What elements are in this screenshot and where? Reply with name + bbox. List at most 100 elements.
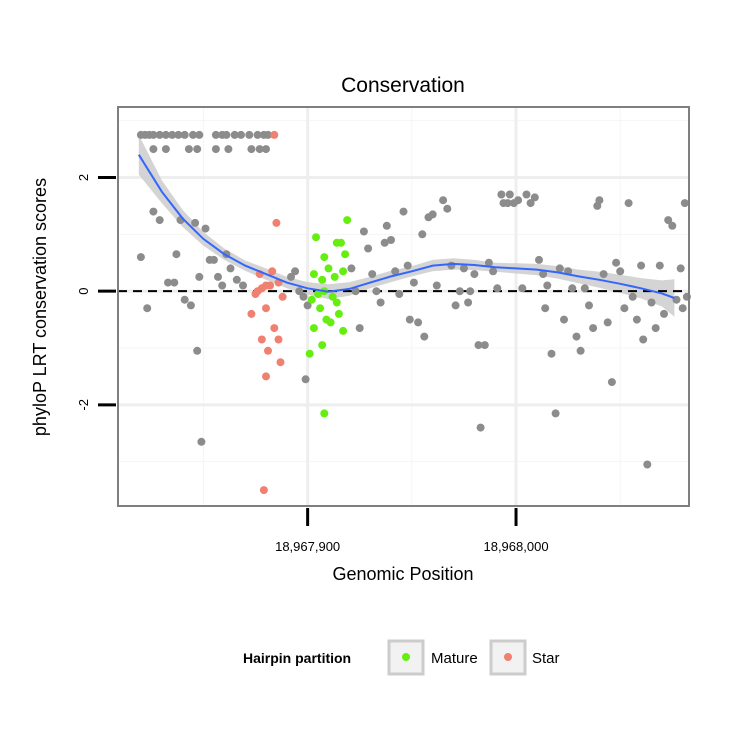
legend-label-mature: Mature xyxy=(431,650,478,667)
mature-point xyxy=(334,309,343,318)
other-point xyxy=(503,199,512,208)
other-point xyxy=(387,236,395,244)
other-point xyxy=(539,270,548,279)
other-point xyxy=(668,221,677,230)
other-point xyxy=(403,261,412,270)
other-point xyxy=(211,145,220,154)
other-point xyxy=(660,309,668,318)
star-point xyxy=(272,218,281,227)
other-point xyxy=(299,292,308,301)
other-point xyxy=(607,378,616,387)
mature-point xyxy=(318,275,327,284)
other-point xyxy=(439,196,448,205)
other-point xyxy=(218,281,227,290)
other-point xyxy=(195,272,204,281)
legend-label-star: Star xyxy=(532,650,560,667)
other-point xyxy=(174,130,183,139)
other-point xyxy=(214,272,222,281)
mature-point xyxy=(309,270,318,279)
other-point xyxy=(518,284,527,293)
mature-point xyxy=(307,295,316,304)
other-point xyxy=(489,267,498,276)
mature-point xyxy=(339,326,348,335)
y-tick-label: 0 xyxy=(76,288,91,295)
other-point xyxy=(155,130,164,139)
other-point xyxy=(180,295,189,304)
mature-point xyxy=(305,349,314,358)
other-point xyxy=(628,292,637,301)
other-point xyxy=(295,287,304,296)
other-point xyxy=(505,190,514,199)
other-point xyxy=(168,130,177,139)
smooth-line xyxy=(137,154,675,299)
other-point xyxy=(526,199,535,208)
other-point xyxy=(664,216,673,225)
other-point xyxy=(301,375,310,384)
chart-title: Conservation xyxy=(341,74,465,97)
other-point xyxy=(291,267,300,276)
other-point xyxy=(589,324,598,333)
mature-point xyxy=(343,216,352,225)
other-point xyxy=(568,284,577,293)
other-point xyxy=(647,298,656,307)
other-point xyxy=(264,130,272,139)
other-point xyxy=(620,304,629,313)
other-point xyxy=(161,145,170,154)
other-point xyxy=(409,278,418,287)
star-point xyxy=(264,346,272,355)
other-point xyxy=(143,304,152,313)
other-point xyxy=(136,253,145,262)
star-point xyxy=(257,335,266,344)
mature-point xyxy=(332,298,341,307)
other-point xyxy=(651,324,660,333)
x-axis-label: Genomic Position xyxy=(332,564,473,584)
star-point xyxy=(268,267,277,276)
star-point xyxy=(270,130,279,139)
star-point xyxy=(259,486,268,495)
other-point xyxy=(560,315,568,324)
smooth-line-layer xyxy=(137,154,675,299)
mature-point xyxy=(314,290,323,298)
x-tick-label: 18,968,000 xyxy=(483,539,548,554)
other-point xyxy=(226,264,235,273)
other-point xyxy=(351,287,360,296)
other-point xyxy=(247,145,256,154)
other-point xyxy=(603,318,612,327)
other-point xyxy=(470,270,479,279)
star-point xyxy=(270,324,279,333)
confidence-band xyxy=(138,134,675,317)
other-point xyxy=(466,287,475,296)
star-point xyxy=(278,292,287,301)
other-point xyxy=(184,145,193,154)
mature-point xyxy=(312,233,320,242)
other-point xyxy=(474,341,483,350)
mature-point xyxy=(320,409,329,418)
other-point xyxy=(585,301,593,310)
other-point xyxy=(543,281,552,290)
points-layer xyxy=(136,130,691,495)
other-point xyxy=(368,270,377,279)
other-point xyxy=(459,264,468,273)
other-point xyxy=(211,130,220,139)
y-tick-label: 2 xyxy=(76,174,91,181)
other-point xyxy=(678,304,687,313)
mature-point xyxy=(309,324,318,333)
other-point xyxy=(484,258,493,267)
mature-point xyxy=(318,341,327,350)
other-point xyxy=(464,298,473,307)
other-point xyxy=(514,196,523,205)
other-point xyxy=(680,199,689,208)
other-point xyxy=(530,193,539,202)
other-point xyxy=(555,264,564,273)
other-point xyxy=(547,349,556,358)
other-point xyxy=(399,207,408,216)
other-point xyxy=(655,261,664,270)
star-point xyxy=(274,335,283,344)
other-point xyxy=(287,272,295,281)
other-point xyxy=(245,130,254,139)
other-point xyxy=(255,145,264,154)
other-point xyxy=(376,298,385,307)
other-point xyxy=(222,130,231,139)
other-point xyxy=(576,346,585,355)
